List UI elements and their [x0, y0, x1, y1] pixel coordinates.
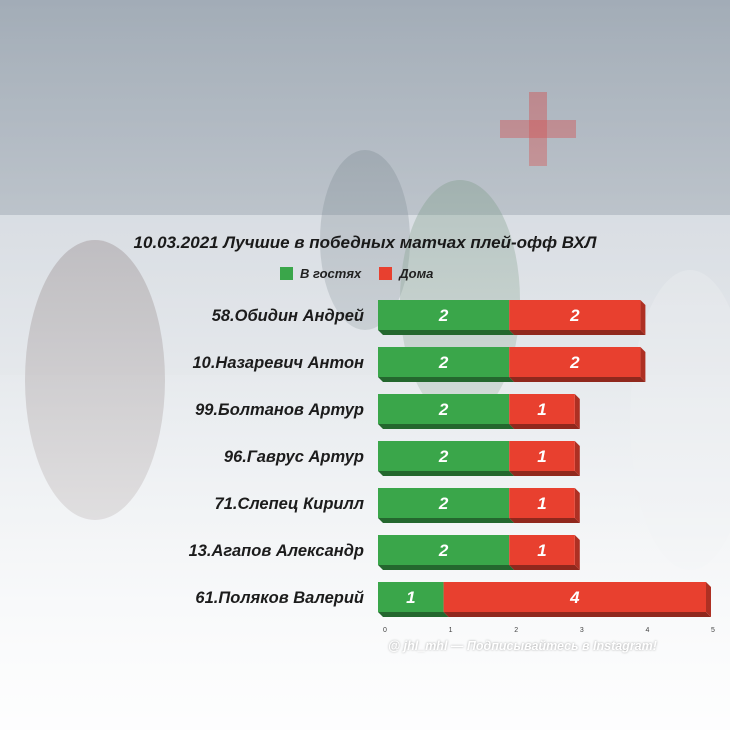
- bar-value-label: 1: [537, 400, 546, 419]
- bar-value-label: 1: [537, 541, 546, 560]
- bar-depth-bottom: [378, 330, 515, 335]
- bar-depth-side: [574, 441, 580, 476]
- bar-value-label: 2: [569, 306, 580, 325]
- legend-item-away: В гостях: [280, 266, 361, 281]
- bar-depth-bottom: [378, 471, 515, 476]
- bar-depth-bottom: [378, 424, 515, 429]
- bar-segment-home: [509, 488, 575, 518]
- chart-title: 10.03.2021 Лучшие в победных матчах плей…: [133, 233, 597, 252]
- bar-value-label: 1: [537, 447, 546, 466]
- bar-depth-side: [640, 300, 646, 335]
- bar-segment-away: [378, 488, 510, 518]
- bar-depth-bottom: [509, 565, 580, 570]
- bar-value-label: 2: [438, 494, 449, 513]
- footer-caption: @ jhl_mhl — Подписывайтесь в Instagram!: [388, 639, 657, 653]
- bar-segment-away: [378, 300, 510, 330]
- bar-depth-side: [640, 347, 646, 382]
- x-tick-label: 5: [711, 627, 715, 634]
- bar-depth-bottom: [378, 518, 515, 523]
- bar-depth-bottom: [509, 424, 580, 429]
- bar-segment-away: [378, 394, 510, 424]
- category-label: 96.Гаврус Артур: [224, 448, 364, 466]
- bar-depth-bottom: [509, 330, 646, 335]
- bar-value-label: 2: [438, 306, 449, 325]
- bar-depth-bottom: [443, 612, 711, 617]
- category-label: 13.Агапов Александр: [189, 542, 364, 560]
- bar-value-label: 1: [537, 494, 546, 513]
- bar-segment-home: [509, 394, 575, 424]
- bar-value-label: 2: [438, 400, 449, 419]
- bar-value-label: 1: [406, 588, 415, 607]
- bar-depth-side: [574, 535, 580, 570]
- bar-segment-away: [378, 582, 444, 612]
- legend-label-home: Дома: [399, 266, 434, 281]
- bar-depth-bottom: [509, 471, 580, 476]
- bar-depth-bottom: [509, 518, 580, 523]
- x-tick-label: 2: [514, 627, 518, 634]
- bar-depth-bottom: [378, 565, 515, 570]
- bar-segment-away: [378, 347, 510, 377]
- x-tick-label: 1: [449, 627, 453, 634]
- bar-depth-side: [574, 488, 580, 523]
- bar-value-label: 2: [438, 353, 449, 372]
- category-label: 10.Назаревич Антон: [192, 354, 364, 372]
- category-label: 71.Слепец Кирилл: [215, 495, 364, 513]
- legend-label-away: В гостях: [300, 266, 362, 281]
- x-tick-label: 4: [645, 627, 649, 634]
- bar-value-label: 2: [569, 353, 580, 372]
- bar-segment-home: [443, 582, 706, 612]
- bar-value-label: 4: [569, 588, 580, 607]
- category-label: 61.Поляков Валерий: [195, 589, 364, 607]
- bar-depth-bottom: [378, 377, 515, 382]
- bar-segment-away: [378, 441, 510, 471]
- bar-segment-home: [509, 300, 641, 330]
- x-tick-label: 3: [580, 627, 584, 634]
- bar-depth-side: [574, 394, 580, 429]
- legend-item-home: Дома: [379, 266, 433, 281]
- category-label: 58.Обидин Андрей: [212, 307, 364, 325]
- bar-segment-home: [509, 441, 575, 471]
- bar-segment-away: [378, 535, 510, 565]
- bar-segment-home: [509, 535, 575, 565]
- category-label: 99.Болтанов Артур: [195, 401, 364, 419]
- bar-depth-bottom: [378, 612, 449, 617]
- bar-value-label: 2: [438, 447, 449, 466]
- legend-swatch-away: [280, 267, 293, 280]
- bar-segment-home: [509, 347, 641, 377]
- chart-legend: В гостях Дома: [280, 266, 433, 281]
- bar-value-label: 2: [438, 541, 449, 560]
- bar-depth-side: [706, 582, 711, 617]
- bar-depth-bottom: [509, 377, 646, 382]
- x-tick-label: 0: [383, 627, 387, 634]
- legend-swatch-home: [379, 267, 393, 280]
